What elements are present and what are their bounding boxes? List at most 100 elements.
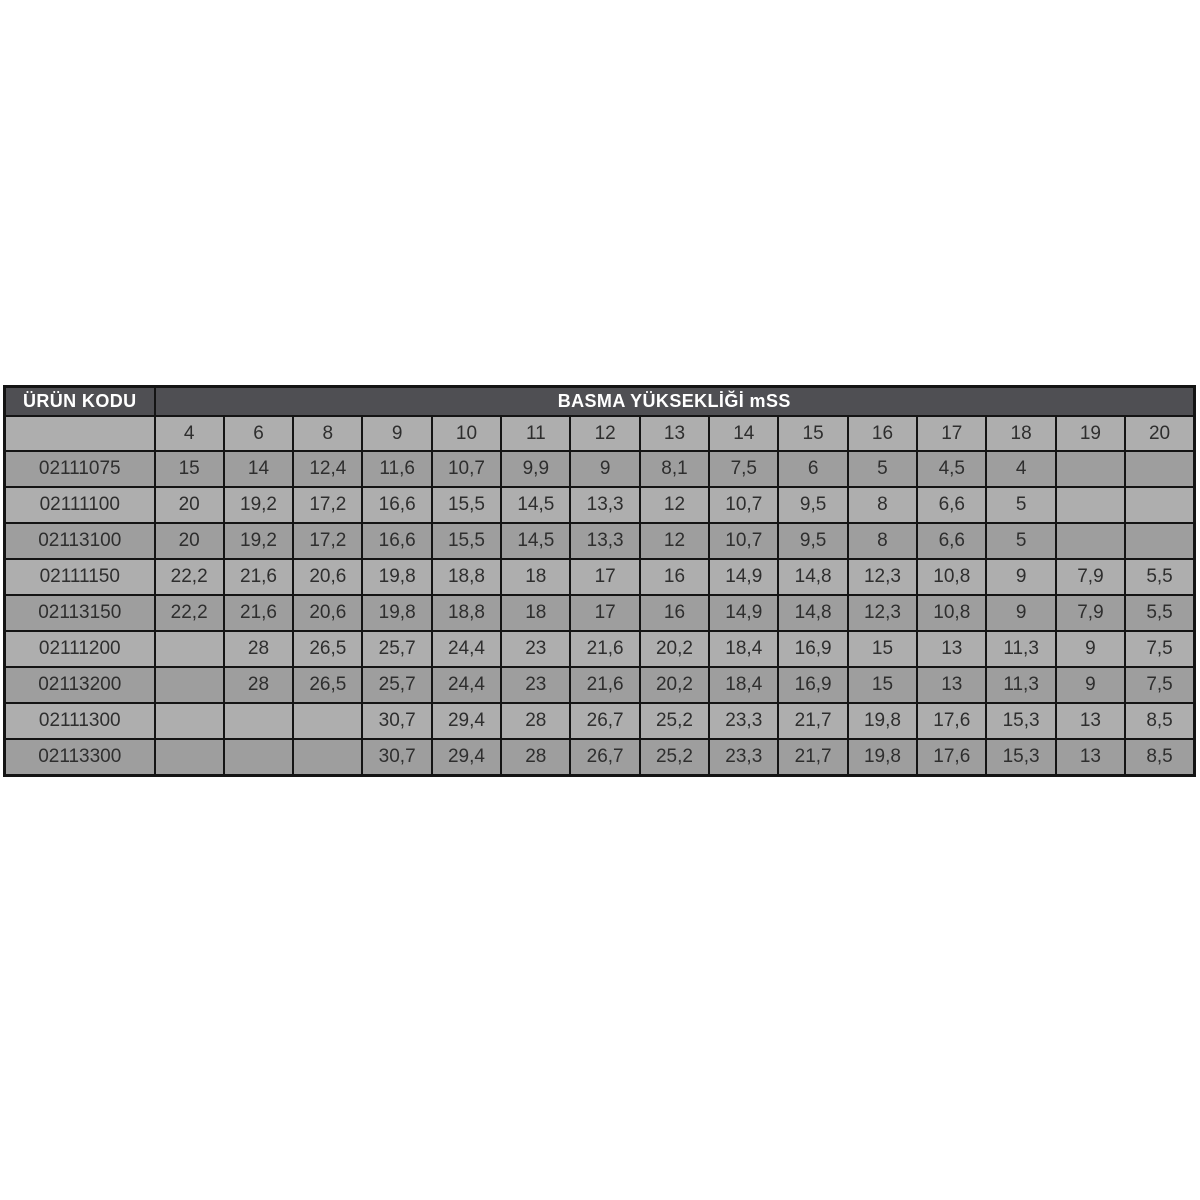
- column-header-15: 15: [777, 415, 849, 452]
- value-cell-02113150-15: 14,8: [777, 594, 849, 632]
- value-cell-02113300-14: 23,3: [708, 738, 780, 777]
- value-cell-02111300-11: 28: [500, 702, 572, 740]
- value-cell-02113150-8: 20,6: [292, 594, 364, 632]
- value-cell-02111075-18: 4: [985, 450, 1057, 488]
- value-cell-02111150-16: 12,3: [846, 558, 919, 596]
- column-header-20: 20: [1124, 415, 1196, 452]
- value-cell-02111200-8: 26,5: [292, 630, 364, 668]
- value-cell-02111100-9: 16,6: [361, 486, 433, 524]
- value-cell-02111300-9: 30,7: [361, 702, 433, 740]
- value-cell-02111150-15: 14,8: [777, 558, 849, 596]
- column-header-17: 17: [916, 415, 988, 452]
- value-cell-02111200-15: 16,9: [777, 630, 849, 668]
- table-title: BASMA YÜKSEKLİĞİ mSS: [153, 385, 1196, 417]
- value-cell-02113200-6: 28: [222, 666, 295, 704]
- value-cell-02111300-17: 17,6: [916, 702, 988, 740]
- table-row-02111200: 02111200 28 26,5 25,7 24,4 23 21,6 20,2 18,4 16,9…: [3, 630, 1196, 668]
- column-header-11: 11: [500, 415, 572, 452]
- value-cell-02113200-15: 16,9: [777, 666, 849, 704]
- value-cell-02111200-20: 7,5: [1124, 630, 1196, 668]
- value-cell-02111100-18: 5: [985, 486, 1057, 524]
- value-cell-02113300-20: 8,5: [1124, 738, 1196, 777]
- value-cell-02111100-11: 14,5: [500, 486, 572, 524]
- value-cell-02111300-4: [153, 702, 225, 740]
- value-cell-02111075-9: 11,6: [361, 450, 433, 488]
- value-cell-02111100-4: 20: [153, 486, 225, 524]
- column-header-10: 10: [430, 415, 503, 452]
- value-cell-02111150-10: 18,8: [430, 558, 503, 596]
- value-cell-02113150-13: 16: [638, 594, 711, 632]
- table-row-02113200: 02113200 28 26,5 25,7 24,4 23 21,6 20,2 18,4 16,9…: [3, 666, 1196, 704]
- value-cell-02113100-11: 14,5: [500, 522, 572, 560]
- product-code-header: ÜRÜN KODU: [3, 385, 156, 417]
- value-cell-02113150-6: 21,6: [222, 594, 295, 632]
- value-cell-02111200-14: 18,4: [708, 630, 780, 668]
- value-cell-02113150-16: 12,3: [846, 594, 919, 632]
- product-code-cell: 02111200: [3, 630, 156, 668]
- value-cell-02111100-20: [1124, 486, 1196, 524]
- value-cell-02113300-9: 30,7: [361, 738, 433, 777]
- value-cell-02113300-19: 13: [1054, 738, 1127, 777]
- table-row-02111150: 02111150 22,2 21,6 20,6 19,8 18,8 18 17 16 14,9 14…: [3, 558, 1196, 596]
- value-cell-02113150-12: 17: [569, 594, 641, 632]
- product-code-cell: 02113200: [3, 666, 156, 704]
- value-cell-02111100-19: [1054, 486, 1127, 524]
- value-cell-02113300-16: 19,8: [846, 738, 919, 777]
- table-row-02111075: 02111075 15 14 12,4 11,6 10,7 9,9 9 8,1 7,5 6 5 4,5 4: [3, 450, 1196, 488]
- value-cell-02113300-15: 21,7: [777, 738, 849, 777]
- column-header-6: 6: [222, 415, 295, 452]
- value-cell-02111200-4: [153, 630, 225, 668]
- value-cell-02111100-14: 10,7: [708, 486, 780, 524]
- value-cell-02111100-13: 12: [638, 486, 711, 524]
- product-code-cell: 02113150: [3, 594, 156, 632]
- value-cell-02113300-13: 25,2: [638, 738, 711, 777]
- value-cell-02111075-12: 9: [569, 450, 641, 488]
- product-code-cell: 02111300: [3, 702, 156, 740]
- value-cell-02111200-17: 13: [916, 630, 988, 668]
- value-cell-02113150-20: 5,5: [1124, 594, 1196, 632]
- table-row-02113300: 02113300 30,7 29,4 28 26,7 25,2 23,3 21,7 19,8 17…: [3, 738, 1196, 777]
- value-cell-02111200-13: 20,2: [638, 630, 711, 668]
- value-cell-02111300-15: 21,7: [777, 702, 849, 740]
- value-cell-02113200-17: 13: [916, 666, 988, 704]
- value-cell-02111200-12: 21,6: [569, 630, 641, 668]
- value-cell-02113200-8: 26,5: [292, 666, 364, 704]
- value-cell-02111150-6: 21,6: [222, 558, 295, 596]
- table-row-02111100: 02111100 20 19,2 17,2 16,6 15,5 14,5 13,3 12 10,7…: [3, 486, 1196, 524]
- value-cell-02113100-20: [1124, 522, 1196, 560]
- value-cell-02111150-9: 19,8: [361, 558, 433, 596]
- value-cell-02111100-15: 9,5: [777, 486, 849, 524]
- value-cell-02113150-17: 10,8: [916, 594, 988, 632]
- value-cell-02113200-13: 20,2: [638, 666, 711, 704]
- column-header-8: 8: [292, 415, 364, 452]
- pump-head-table: ÜRÜN KODU BASMA YÜKSEKLİĞİ mSS 4 6 8 9 10 11 1…: [3, 385, 1196, 777]
- value-cell-02111300-12: 26,7: [569, 702, 641, 740]
- value-cell-02111100-16: 8: [846, 486, 919, 524]
- value-cell-02113200-11: 23: [500, 666, 572, 704]
- value-cell-02113150-14: 14,9: [708, 594, 780, 632]
- value-cell-02113300-10: 29,4: [430, 738, 503, 777]
- pump-head-table-container: ÜRÜN KODU BASMA YÜKSEKLİĞİ mSS 4 6 8 9 10 11 1…: [3, 385, 1196, 777]
- value-cell-02111075-14: 7,5: [708, 450, 780, 488]
- value-cell-02113300-18: 15,3: [985, 738, 1057, 777]
- value-cell-02113100-9: 16,6: [361, 522, 433, 560]
- value-cell-02113200-14: 18,4: [708, 666, 780, 704]
- value-cell-02111075-15: 6: [777, 450, 849, 488]
- value-cell-02111075-6: 14: [222, 450, 295, 488]
- value-cell-02111100-8: 17,2: [292, 486, 364, 524]
- value-cell-02113300-11: 28: [500, 738, 572, 777]
- value-cell-02111150-13: 16: [638, 558, 711, 596]
- table-row-02113150: 02113150 22,2 21,6 20,6 19,8 18,8 18 17 16 14,9 14…: [3, 594, 1196, 632]
- product-code-cell: 02111075: [3, 450, 156, 488]
- value-cell-02113150-10: 18,8: [430, 594, 503, 632]
- value-cell-02113100-10: 15,5: [430, 522, 503, 560]
- product-code-cell: 02111150: [3, 558, 156, 596]
- blank-corner-cell: [3, 415, 156, 452]
- value-cell-02111200-11: 23: [500, 630, 572, 668]
- value-cell-02111075-17: 4,5: [916, 450, 988, 488]
- value-cell-02111300-14: 23,3: [708, 702, 780, 740]
- column-header-18: 18: [985, 415, 1057, 452]
- column-header-16: 16: [846, 415, 919, 452]
- value-cell-02111075-13: 8,1: [638, 450, 711, 488]
- value-cell-02111300-8: [292, 702, 364, 740]
